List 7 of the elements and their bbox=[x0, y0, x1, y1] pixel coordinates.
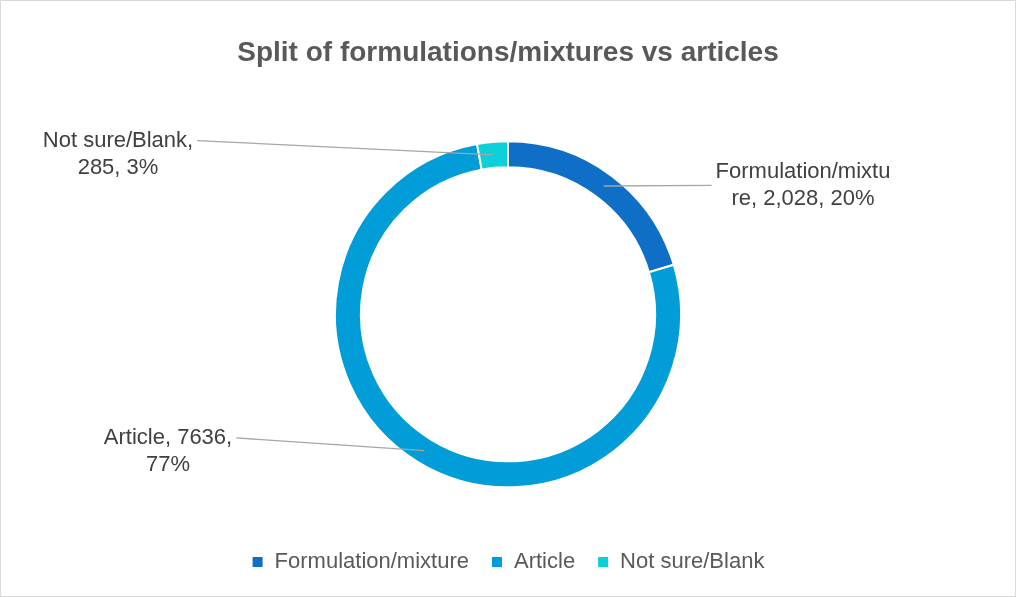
data-label: Formulation/mixture, 2,028, 20% bbox=[715, 157, 891, 210]
legend-label: Article bbox=[513, 548, 576, 574]
legend-label: Not sure/Blank bbox=[620, 548, 766, 574]
chart-title: Split of formulations/mixtures vs articles bbox=[237, 35, 779, 67]
data-label: Article, 7636, 77% bbox=[103, 423, 233, 476]
data-label: Not sure/Blank, 285, 3% bbox=[42, 126, 194, 179]
legend-label: Formulation/mixture bbox=[274, 548, 469, 574]
